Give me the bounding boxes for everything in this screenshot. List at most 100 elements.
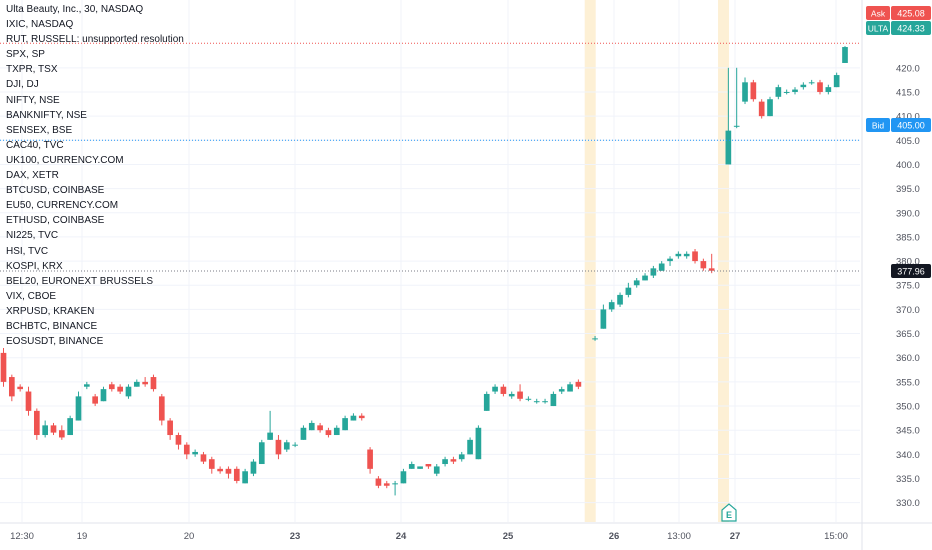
price-axis-tick-label: 375.0 bbox=[896, 281, 920, 292]
time-axis-tick-label: 24 bbox=[396, 531, 407, 542]
candle-body bbox=[775, 87, 782, 97]
candle-body bbox=[808, 82, 815, 84]
ask-price-tag-value-bg bbox=[891, 6, 931, 20]
candle bbox=[800, 82, 807, 90]
candle bbox=[767, 96, 773, 117]
price-axis-tick-label: 365.0 bbox=[896, 329, 920, 340]
candle bbox=[808, 79, 815, 85]
candle-body bbox=[800, 84, 807, 88]
candle bbox=[42, 420, 48, 438]
candle bbox=[825, 84, 832, 95]
candle-body bbox=[742, 82, 748, 102]
candle-body bbox=[92, 396, 98, 404]
time-axis-tick-label: 15:00 bbox=[824, 531, 848, 542]
candle bbox=[733, 67, 740, 129]
price-axis-tick-label: 405.0 bbox=[896, 136, 920, 147]
last-price-tag-value-bg bbox=[891, 263, 931, 278]
candle bbox=[242, 468, 248, 484]
candle bbox=[708, 253, 715, 274]
candle-body bbox=[325, 430, 332, 436]
time-axis-tick-label: 27 bbox=[730, 531, 741, 542]
candle-body bbox=[25, 391, 32, 411]
price-axis-tick-label: 340.0 bbox=[896, 450, 920, 461]
price-axis-tick-label: 345.0 bbox=[896, 426, 920, 437]
bid-price-tag-value: 405.00 bbox=[897, 121, 925, 131]
candle-body bbox=[825, 87, 832, 92]
candle-body bbox=[75, 396, 82, 421]
candle bbox=[683, 251, 690, 259]
candle bbox=[25, 386, 32, 416]
candle bbox=[783, 89, 790, 95]
candle-body bbox=[8, 377, 15, 397]
price-axis-tick-label: 390.0 bbox=[896, 208, 920, 219]
candle bbox=[692, 249, 698, 264]
price-axis[interactable]: 330.0 335.0 340.0 345.0 350.0 355.0 360.0 365.0… bbox=[861, 0, 920, 550]
candle-body bbox=[67, 418, 73, 436]
candle bbox=[517, 384, 523, 402]
candle-body bbox=[750, 82, 757, 100]
candle bbox=[83, 381, 90, 390]
time-axis-tick-label: 19 bbox=[77, 531, 88, 542]
candle-body bbox=[158, 396, 165, 421]
price-axis-tick-label: 415.0 bbox=[896, 87, 920, 98]
candle-body bbox=[192, 451, 198, 455]
time-axis[interactable]: 12:30 19 20 23 24 25 26 13:00 27 15:00 bbox=[0, 522, 932, 542]
candle bbox=[250, 459, 257, 477]
candle-body bbox=[450, 459, 457, 462]
candle-body bbox=[650, 268, 657, 276]
candle-body bbox=[133, 381, 140, 387]
candle-body bbox=[600, 309, 607, 329]
candle bbox=[175, 432, 182, 450]
candle-body bbox=[508, 393, 515, 397]
candle-body bbox=[700, 261, 707, 269]
candle-body bbox=[592, 338, 598, 340]
candle bbox=[417, 466, 423, 469]
price-axis-tick-label: 395.0 bbox=[896, 184, 920, 195]
candle-body bbox=[117, 386, 123, 392]
candle bbox=[658, 261, 665, 271]
candle bbox=[67, 415, 73, 436]
candle bbox=[142, 377, 148, 387]
candle-body bbox=[725, 130, 732, 165]
candle bbox=[567, 381, 573, 392]
bid-price-tag-value-bg bbox=[891, 118, 931, 132]
price-tags: Ask 425.08 ULTA 424.33 Bid 405.00 377.96 bbox=[866, 6, 931, 278]
candle bbox=[125, 384, 132, 399]
candle-body bbox=[525, 398, 532, 400]
candle bbox=[225, 466, 232, 479]
candle-body bbox=[608, 302, 615, 310]
candle-body bbox=[533, 401, 540, 403]
candle bbox=[383, 480, 390, 489]
candle-body bbox=[317, 425, 323, 431]
time-axis-tick-label: 23 bbox=[290, 531, 301, 542]
earnings-marker-icon[interactable]: E bbox=[721, 503, 737, 522]
candle bbox=[525, 396, 532, 402]
candle-body bbox=[258, 442, 265, 465]
candle-body bbox=[267, 432, 273, 440]
candle bbox=[100, 386, 107, 402]
candle bbox=[633, 277, 640, 288]
candle-body bbox=[100, 389, 107, 402]
candle-body bbox=[783, 91, 790, 93]
candle bbox=[742, 77, 748, 105]
earnings-marker-shape bbox=[721, 503, 737, 522]
candle-body bbox=[792, 89, 798, 92]
candle-body bbox=[842, 47, 848, 63]
price-axis-tick-label: 410.0 bbox=[896, 112, 920, 123]
candle-body bbox=[200, 454, 207, 462]
candle-body bbox=[692, 251, 698, 262]
candle bbox=[8, 374, 15, 402]
candle bbox=[58, 425, 65, 440]
candle-body bbox=[0, 352, 7, 382]
candle-body bbox=[250, 461, 257, 474]
candle bbox=[442, 456, 448, 467]
candle-body bbox=[500, 386, 507, 394]
candle bbox=[408, 461, 415, 469]
candle-body bbox=[675, 253, 682, 257]
candle bbox=[308, 420, 315, 431]
candle bbox=[725, 67, 732, 165]
candle-body bbox=[417, 466, 423, 469]
candle bbox=[467, 437, 473, 455]
